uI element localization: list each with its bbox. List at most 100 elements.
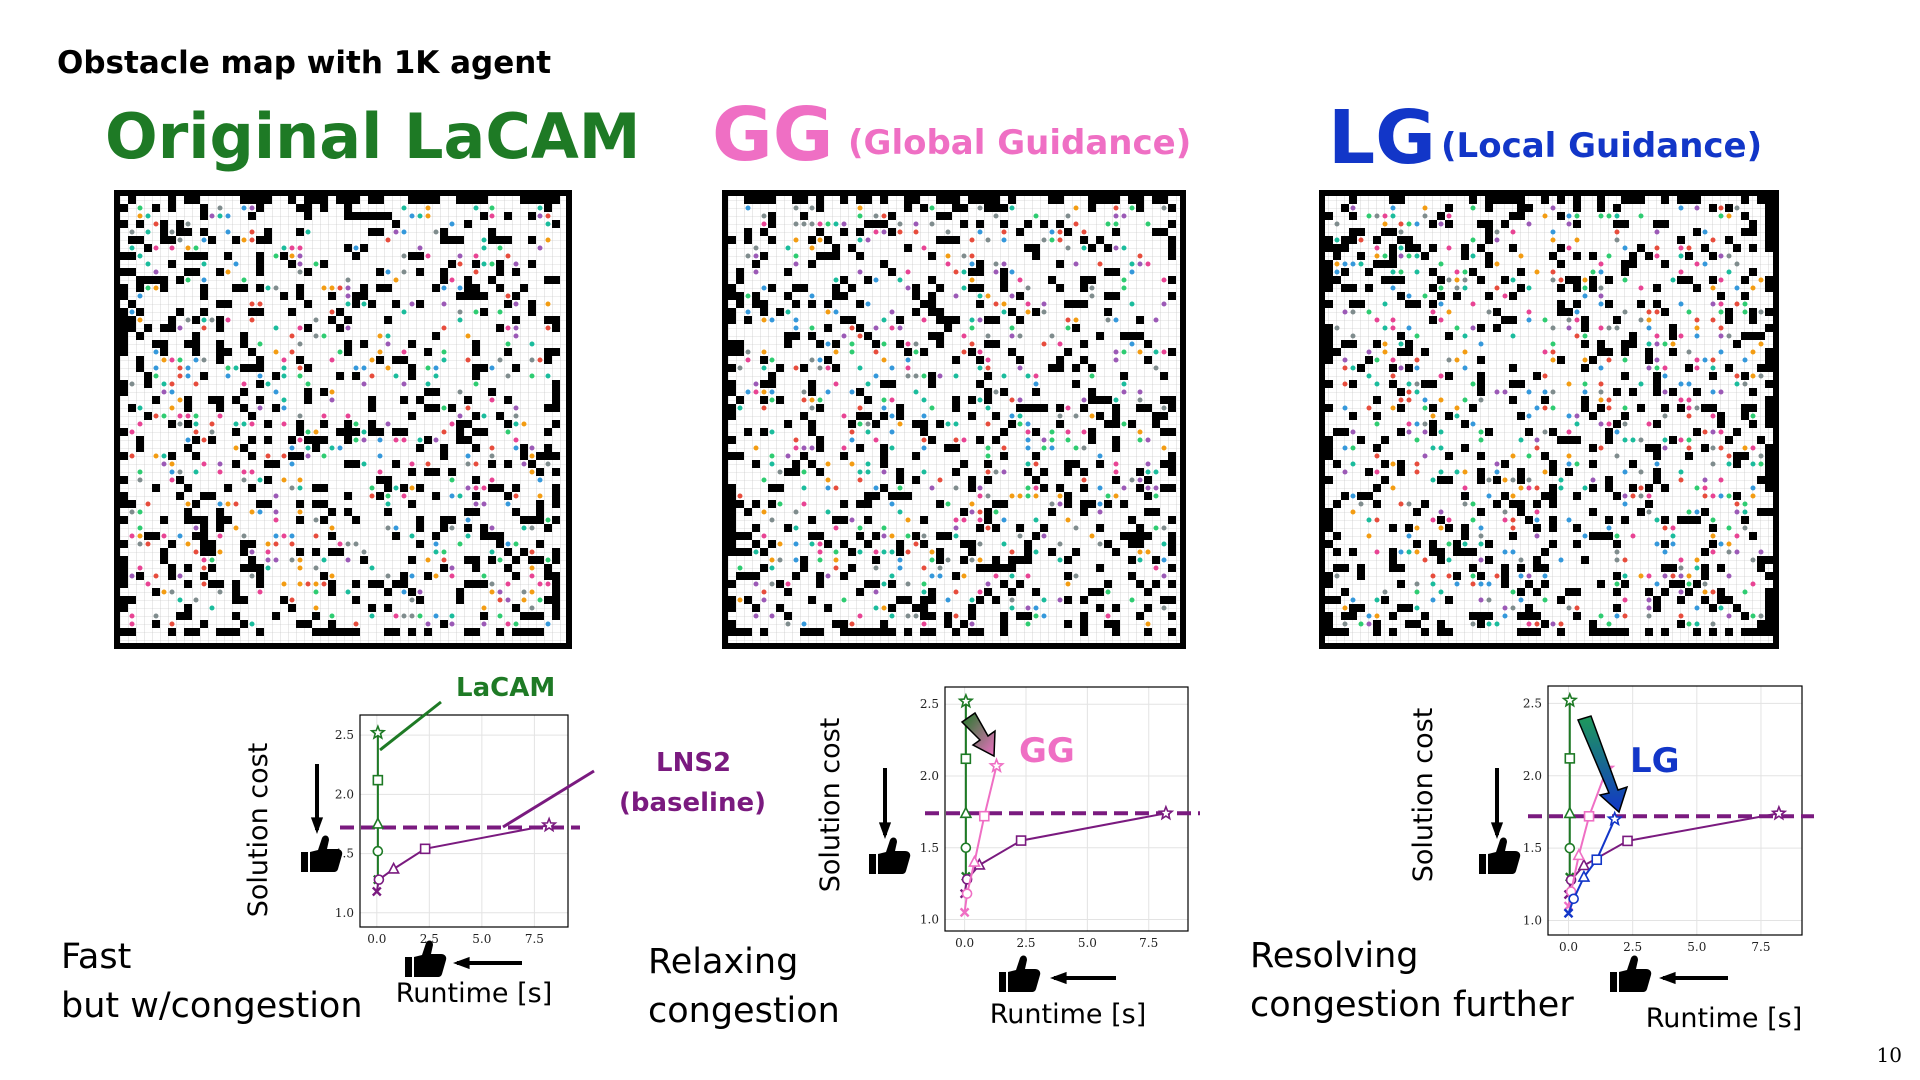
series-line bbox=[1567, 768, 1608, 907]
map-frame bbox=[1319, 190, 1779, 649]
marker bbox=[988, 757, 1005, 774]
thumb-cuff bbox=[999, 972, 1006, 992]
y-tick-label: 1.0 bbox=[920, 913, 939, 927]
y-axis-label: Solution cost bbox=[243, 743, 274, 918]
marker bbox=[1561, 691, 1579, 708]
marker bbox=[387, 861, 400, 874]
thumb-icon bbox=[1488, 837, 1521, 874]
left-arrow-head bbox=[1659, 971, 1676, 985]
map-agents bbox=[737, 205, 1167, 619]
marker bbox=[1577, 869, 1591, 882]
y-tick-label: 1.5 bbox=[1523, 841, 1542, 855]
panel-subheading: (Local Guidance) bbox=[1441, 126, 1762, 166]
marker bbox=[1568, 893, 1579, 905]
y-tick-label: 2.0 bbox=[1523, 769, 1542, 783]
marker bbox=[978, 810, 990, 822]
marker bbox=[959, 806, 973, 819]
thumb-icon bbox=[414, 940, 447, 977]
marker bbox=[371, 816, 385, 829]
map-agents bbox=[129, 213, 551, 627]
thumb-cuff bbox=[301, 852, 308, 872]
marker bbox=[540, 816, 558, 833]
annotation: LaCAM bbox=[456, 673, 555, 703]
marker bbox=[1563, 908, 1574, 919]
map-obstacles bbox=[728, 196, 1176, 636]
left-arrow-head bbox=[1050, 971, 1067, 985]
caption: Fast bbox=[61, 937, 131, 977]
y-tick-label: 2.5 bbox=[335, 728, 354, 742]
y-axis-label: Solution cost bbox=[815, 718, 846, 893]
pointer bbox=[502, 769, 595, 829]
marker bbox=[1564, 842, 1576, 854]
marker bbox=[1591, 854, 1603, 866]
thumb-icon bbox=[878, 837, 911, 874]
annotation: (baseline) bbox=[619, 788, 766, 818]
y-tick-label: 2.5 bbox=[920, 697, 939, 711]
guidance-arrow bbox=[960, 711, 996, 758]
caption: Relaxing bbox=[648, 942, 798, 982]
marker bbox=[1583, 810, 1595, 822]
plot-frame bbox=[359, 714, 569, 928]
left-arrow-head bbox=[453, 956, 470, 970]
x-tick-label: 5.0 bbox=[1078, 936, 1097, 950]
x-axis-label: Runtime [s] bbox=[1646, 1003, 1803, 1034]
annotation: LG bbox=[1630, 741, 1680, 781]
down-arrow-head bbox=[310, 817, 324, 834]
y-tick-label: 1.5 bbox=[920, 841, 939, 855]
marker bbox=[1157, 804, 1175, 821]
x-tick-label: 0.0 bbox=[1559, 940, 1578, 954]
y-tick-label: 1.0 bbox=[1523, 914, 1542, 928]
panel-heading: LG bbox=[1328, 95, 1436, 181]
marker bbox=[968, 854, 981, 867]
x-tick-label: 2.5 bbox=[1623, 940, 1642, 954]
thumb-icon bbox=[1008, 955, 1041, 992]
map-obstacles bbox=[1325, 196, 1773, 636]
thumb-cuff bbox=[869, 854, 876, 874]
marker bbox=[1572, 848, 1586, 861]
panel-subheading: (Global Guidance) bbox=[848, 123, 1191, 163]
caption: Resolving bbox=[1250, 936, 1419, 976]
y-tick-label: 2.0 bbox=[920, 769, 939, 783]
marker bbox=[371, 886, 382, 897]
marker bbox=[1622, 835, 1633, 847]
map-frame bbox=[722, 190, 1186, 649]
x-tick-label: 0.0 bbox=[955, 936, 974, 950]
series-line bbox=[375, 824, 550, 892]
map-agents bbox=[129, 205, 543, 627]
marker bbox=[419, 843, 431, 855]
thumb-cuff bbox=[405, 957, 412, 977]
annotation: GG bbox=[1019, 731, 1075, 771]
marker bbox=[372, 774, 384, 786]
map-obstacles bbox=[120, 196, 560, 636]
guidance-arrow bbox=[1576, 715, 1629, 814]
panel-heading: GG bbox=[712, 92, 833, 178]
marker bbox=[957, 692, 975, 709]
down-arrow-head bbox=[1490, 822, 1504, 839]
y-tick-label: 1.0 bbox=[335, 906, 354, 920]
thumb-cuff bbox=[1610, 972, 1617, 992]
caption: congestion bbox=[648, 991, 840, 1031]
thumb-cuff bbox=[1479, 854, 1486, 874]
x-tick-label: 2.5 bbox=[420, 932, 439, 946]
x-tick-label: 5.0 bbox=[472, 932, 491, 946]
x-tick-label: 5.0 bbox=[1687, 940, 1706, 954]
caption: congestion further bbox=[1250, 985, 1574, 1025]
marker bbox=[1015, 835, 1027, 846]
x-axis-label: Runtime [s] bbox=[990, 999, 1147, 1030]
x-axis-label: Runtime [s] bbox=[396, 978, 553, 1009]
y-tick-label: 2.5 bbox=[1523, 696, 1542, 710]
page-number: 10 bbox=[1877, 1043, 1902, 1067]
plot-frame bbox=[944, 686, 1189, 932]
annotation: LNS2 bbox=[656, 748, 731, 778]
marker bbox=[960, 753, 972, 765]
marker bbox=[373, 874, 385, 885]
marker bbox=[372, 845, 384, 857]
marker bbox=[959, 907, 970, 918]
pointer bbox=[379, 700, 442, 752]
x-tick-label: 7.5 bbox=[1751, 940, 1770, 954]
marker bbox=[369, 724, 387, 740]
x-tick-label: 0.0 bbox=[367, 932, 386, 946]
thumb-icon bbox=[310, 835, 343, 872]
